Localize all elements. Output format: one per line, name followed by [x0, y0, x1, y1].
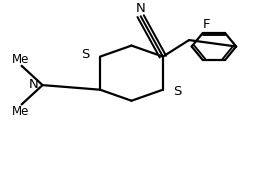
Text: N: N [28, 78, 38, 91]
Text: N: N [136, 2, 145, 15]
Text: Me: Me [12, 105, 29, 118]
Text: F: F [203, 18, 210, 31]
Text: Me: Me [12, 53, 29, 66]
Text: S: S [82, 48, 90, 61]
Text: S: S [173, 85, 181, 98]
